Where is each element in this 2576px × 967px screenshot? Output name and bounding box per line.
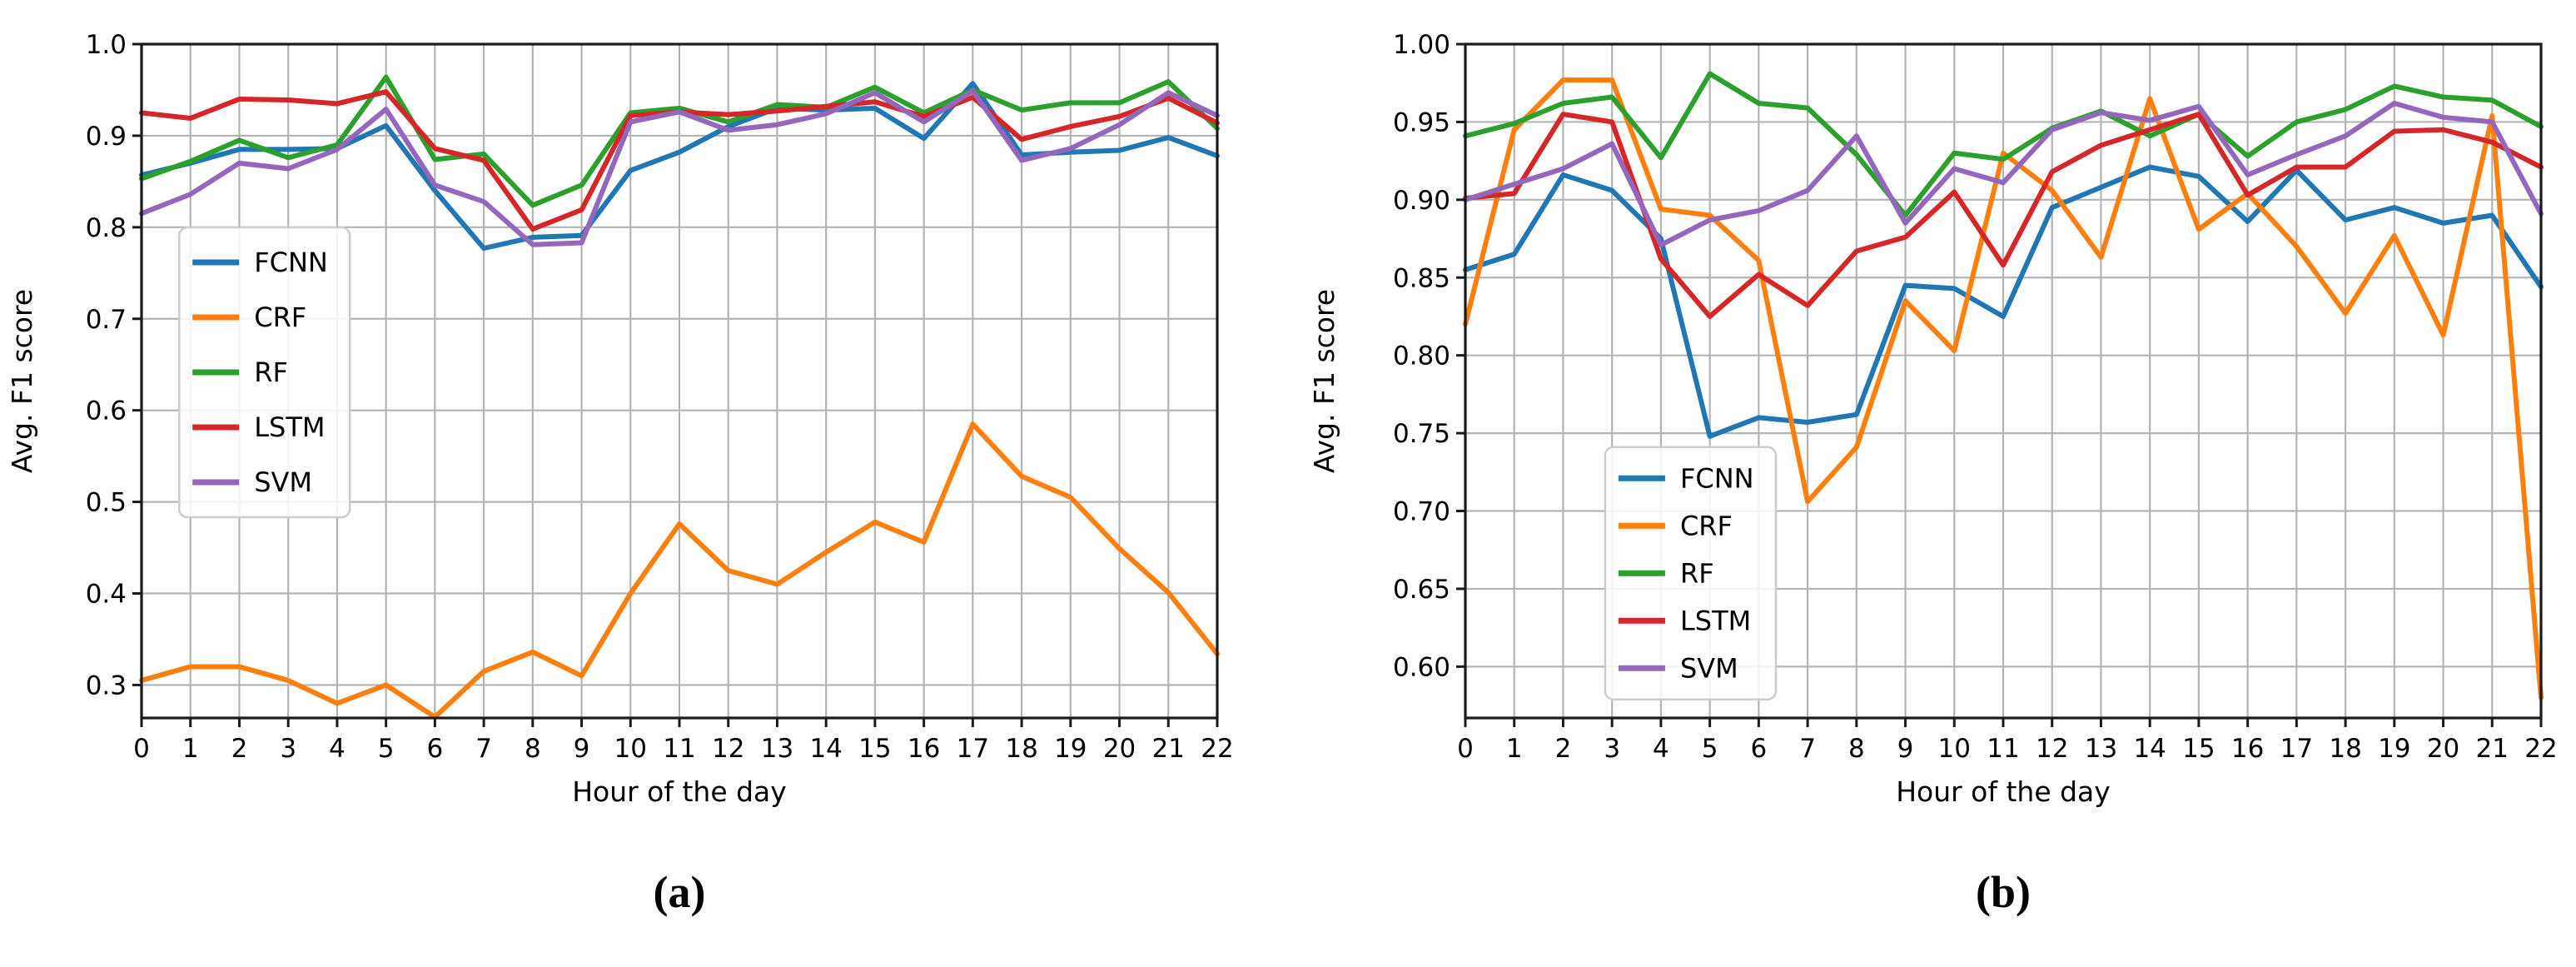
series-line-crf — [1463, 77, 2544, 700]
x-tick-label: 6 — [426, 734, 443, 764]
legend-label-rf: RF — [1680, 557, 1714, 589]
x-tick-label: 2 — [231, 734, 248, 764]
x-tick-label: 9 — [1897, 734, 1914, 764]
x-tick-label: 0 — [1457, 734, 1474, 764]
x-tick-label: 14 — [809, 734, 842, 764]
x-tick-label: 3 — [1604, 734, 1620, 764]
y-axis-label: Avg. F1 score — [1308, 289, 1340, 473]
y-tick-label: 1.0 — [86, 30, 127, 60]
series-line-fcnn — [1463, 164, 2544, 439]
series-line-svm — [139, 88, 1220, 247]
series-lines — [1463, 71, 2544, 700]
x-tick-label: 18 — [2329, 734, 2361, 764]
x-tick-label: 5 — [1702, 734, 1718, 764]
caption-a: (a) — [653, 867, 706, 917]
x-tick-label: 3 — [280, 734, 296, 764]
x-tick-label: 7 — [475, 734, 492, 764]
legend-label-crf: CRF — [254, 302, 306, 333]
x-tick-label: 7 — [1799, 734, 1816, 764]
x-axis-label: Hour of the day — [572, 775, 787, 808]
legend-label-svm: SVM — [1680, 652, 1738, 684]
x-tick-label: 13 — [761, 734, 793, 764]
series-line-svm — [1463, 100, 2544, 248]
legend-label-rf: RF — [254, 356, 288, 388]
x-tick-label: 4 — [1653, 734, 1669, 764]
x-tick-label: 6 — [1750, 734, 1767, 764]
x-tick-label: 1 — [1506, 734, 1523, 764]
line-chart-b: 0 1 2 3 4 5 6 7 8 9 10 11 12 13 14 15 16 17 18 19 20 21 220.60… — [1308, 30, 2558, 808]
legend-label-svm: SVM — [254, 466, 312, 498]
x-tick-label: 5 — [378, 734, 395, 764]
chart-panel-b: 0 1 2 3 4 5 6 7 8 9 10 11 12 13 14 15 16 17 18 19 20 21 22 0.60… — [1288, 0, 2576, 967]
axis-ticks: 0 1 2 3 4 5 6 7 8 9 10 11 12 13 14 15 16 17 18 19 20 21 220.60… — [1393, 30, 2558, 764]
y-tick-label: 0.65 — [1393, 575, 1450, 605]
line-chart-a: 0 1 2 3 4 5 6 7 8 9 10 11 12 13 14 15 16 17 18 19 20 21 220.30… — [6, 30, 1234, 808]
legend-box — [177, 226, 351, 519]
series-lines — [139, 74, 1220, 720]
y-tick-label: 0.6 — [86, 396, 127, 426]
x-tick-label: 11 — [1987, 734, 2019, 764]
series-line-rf — [139, 74, 1220, 208]
y-tick-label: 0.7 — [86, 305, 127, 335]
legend-label-lstm: LSTM — [254, 411, 325, 443]
x-tick-label: 0 — [133, 734, 150, 764]
x-tick-label: 21 — [2476, 734, 2509, 764]
x-tick-label: 20 — [2427, 734, 2459, 764]
legend-label-lstm: LSTM — [1680, 605, 1751, 636]
x-tick-label: 20 — [1103, 734, 1136, 764]
x-tick-label: 17 — [957, 734, 989, 764]
y-tick-label: 0.8 — [86, 213, 127, 243]
x-tick-label: 8 — [525, 734, 541, 764]
series-line-rf — [1463, 71, 2544, 218]
y-tick-label: 0.90 — [1393, 186, 1450, 216]
series-line-crf — [139, 421, 1220, 720]
legend-box — [1604, 446, 1778, 701]
chart-panel-a: 0 1 2 3 4 5 6 7 8 9 10 11 12 13 14 15 16 17 18 19 20 21 22 0.3 0… — [6, 30, 1234, 917]
x-tick-label: 12 — [712, 734, 744, 764]
x-tick-label: 16 — [908, 734, 940, 764]
y-tick-label: 0.9 — [86, 122, 127, 152]
y-tick-label: 0.95 — [1393, 107, 1450, 137]
x-tick-label: 9 — [574, 734, 590, 764]
x-tick-label: 10 — [1938, 734, 1971, 764]
x-axis-label: Hour of the day — [1896, 775, 2111, 808]
x-tick-label: 12 — [2036, 734, 2068, 764]
y-tick-label: 0.3 — [86, 670, 127, 700]
y-tick-label: 0.70 — [1393, 497, 1450, 527]
x-tick-label: 15 — [858, 734, 891, 764]
legend: FCNN CRF RF LSTM SVM — [1604, 446, 1778, 701]
legend-label-fcnn: FCNN — [254, 247, 328, 278]
x-tick-label: 1 — [182, 734, 199, 764]
x-tick-label: 17 — [2280, 734, 2313, 764]
x-tick-label: 19 — [1054, 734, 1087, 764]
x-tick-label: 14 — [2133, 734, 2166, 764]
y-tick-label: 0.75 — [1393, 419, 1450, 449]
x-tick-label: 15 — [2182, 734, 2215, 764]
axis-ticks: 0 1 2 3 4 5 6 7 8 9 10 11 12 13 14 15 16 17 18 19 20 21 220.30… — [86, 30, 1234, 764]
x-tick-label: 10 — [614, 734, 647, 764]
y-tick-label: 0.60 — [1393, 652, 1450, 682]
legend-label-crf: CRF — [1680, 510, 1733, 541]
y-axis-label: Avg. F1 score — [6, 289, 38, 473]
y-tick-label: 1.00 — [1393, 30, 1450, 60]
x-tick-label: 11 — [663, 734, 695, 764]
x-tick-label: 22 — [2524, 734, 2557, 764]
y-tick-label: 0.5 — [86, 488, 127, 518]
x-tick-label: 13 — [2085, 734, 2117, 764]
x-tick-label: 16 — [2231, 734, 2264, 764]
x-tick-label: 18 — [1005, 734, 1037, 764]
x-tick-label: 19 — [2378, 734, 2410, 764]
y-tick-label: 0.80 — [1393, 341, 1450, 371]
x-tick-label: 4 — [329, 734, 346, 764]
legend: FCNN CRF RF LSTM SVM — [177, 226, 351, 519]
caption-b: (b) — [1976, 867, 2031, 917]
x-tick-label: 2 — [1555, 734, 1572, 764]
x-tick-label: 21 — [1152, 734, 1185, 764]
y-tick-label: 0.85 — [1393, 263, 1450, 293]
y-tick-label: 0.4 — [86, 580, 127, 610]
legend-label-fcnn: FCNN — [1680, 462, 1754, 494]
x-tick-label: 22 — [1201, 734, 1233, 764]
x-tick-label: 8 — [1848, 734, 1865, 764]
